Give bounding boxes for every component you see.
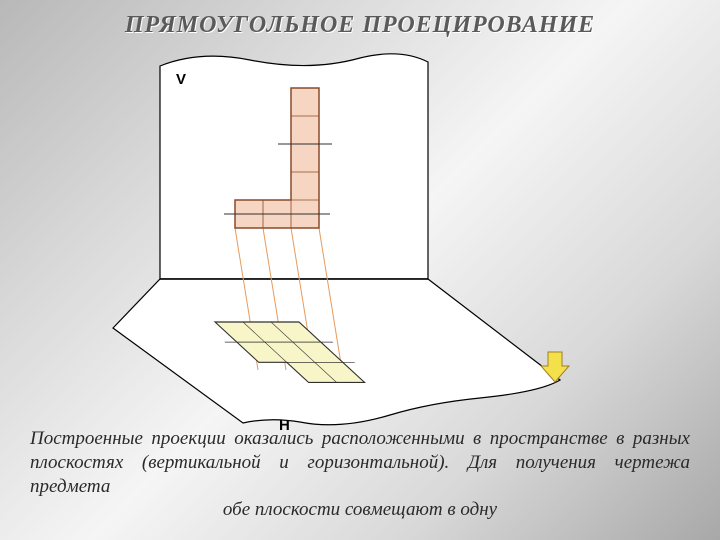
h-plane <box>113 279 560 425</box>
caption-line2: обе плоскости совмещают в одну <box>30 498 690 522</box>
caption-line1: Построенные проекции оказались расположе… <box>30 428 690 497</box>
caption: Построенные проекции оказались расположе… <box>30 427 690 522</box>
v-plane-label: V <box>176 71 186 88</box>
slide: ПРЯМОУГОЛЬНОЕ ПРОЕЦИРОВАНИЕ <box>0 0 720 540</box>
